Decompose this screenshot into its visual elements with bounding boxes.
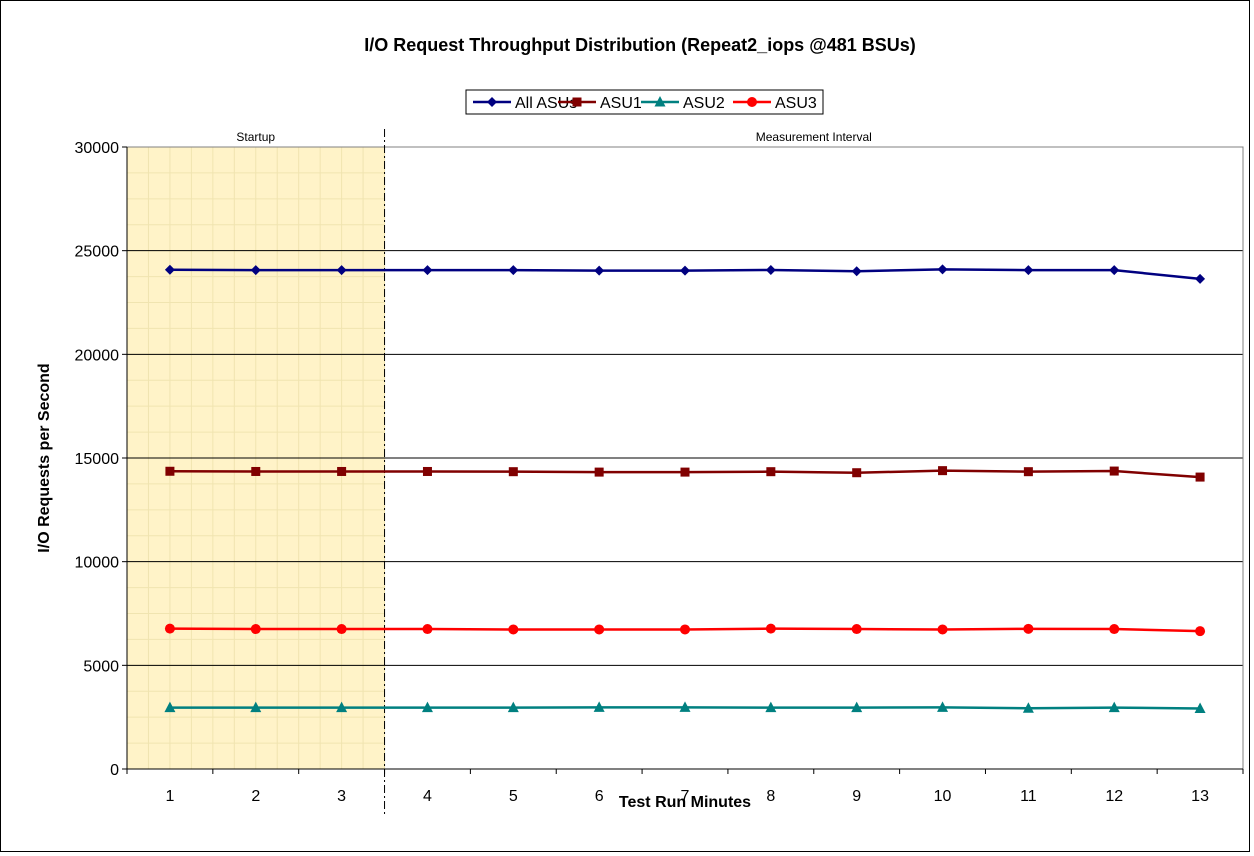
data-point: [251, 466, 261, 476]
data-point: [250, 701, 262, 713]
data-point: [594, 467, 604, 477]
y-tick-label: 20000: [75, 347, 120, 364]
x-tick-label: 4: [423, 788, 432, 805]
x-tick-label: 10: [934, 788, 952, 805]
y-tick-label: 30000: [75, 140, 120, 157]
data-point: [421, 701, 433, 713]
data-point: [937, 701, 949, 712]
data-point: [594, 265, 605, 276]
data-point: [765, 701, 777, 713]
x-tick-label: 7: [681, 788, 690, 805]
data-point: [422, 466, 432, 476]
legend-label: All ASUs: [515, 95, 577, 112]
data-point: [1108, 701, 1120, 713]
data-point: [250, 265, 261, 276]
data-point: [336, 265, 347, 276]
data-point: [508, 467, 518, 477]
data-point: [765, 264, 776, 275]
legend-marker: [487, 97, 497, 107]
data-point: [1023, 623, 1034, 634]
x-tick-label: 12: [1105, 788, 1123, 805]
x-tick-label: 5: [509, 788, 518, 805]
data-point: [164, 623, 175, 634]
y-tick-label: 5000: [83, 658, 119, 675]
data-point: [336, 701, 348, 713]
data-point: [164, 264, 175, 275]
x-tick-label: 6: [595, 788, 604, 805]
y-axis-title: I/O Requests per Second: [36, 363, 53, 552]
region-label: Startup: [236, 130, 275, 144]
data-point: [1109, 466, 1119, 476]
data-point: [1022, 702, 1034, 713]
data-point: [851, 701, 863, 713]
data-point: [1023, 265, 1034, 276]
x-tick-label: 2: [251, 788, 260, 805]
data-point: [507, 701, 519, 713]
data-point: [1195, 273, 1206, 284]
data-point: [1023, 467, 1033, 477]
data-point: [508, 265, 519, 276]
x-tick-label: 9: [852, 788, 861, 805]
data-point: [851, 266, 862, 277]
data-point: [508, 624, 519, 635]
data-point: [938, 466, 948, 476]
x-tick-label: 13: [1191, 788, 1209, 805]
y-tick-label: 10000: [75, 555, 120, 572]
legend-label: ASU2: [683, 95, 725, 112]
data-point: [165, 466, 175, 476]
data-point: [336, 624, 347, 635]
x-tick-label: 8: [766, 788, 775, 805]
x-axis-title: Test Run Minutes: [619, 794, 751, 811]
data-point: [680, 467, 690, 477]
y-tick-label: 15000: [75, 451, 120, 468]
legend-label: ASU3: [775, 95, 817, 112]
x-tick-label: 1: [165, 788, 174, 805]
data-point: [679, 701, 691, 712]
legend-marker: [747, 97, 757, 107]
legend-label: ASU1: [600, 95, 642, 112]
legend-marker: [572, 97, 582, 107]
data-point: [422, 624, 433, 635]
data-point: [852, 468, 862, 478]
x-tick-label: 11: [1020, 788, 1037, 805]
data-point: [1109, 265, 1120, 276]
data-point: [594, 624, 605, 635]
data-point: [1194, 702, 1206, 713]
region-label: Measurement Interval: [756, 130, 872, 144]
x-tick-label: 3: [337, 788, 346, 805]
data-point: [937, 624, 948, 635]
chart-title: I/O Request Throughput Distribution (Rep…: [364, 35, 916, 55]
data-point: [1195, 626, 1206, 637]
data-point: [937, 264, 948, 275]
data-point: [1109, 624, 1120, 635]
data-point: [250, 624, 261, 635]
data-point: [337, 466, 347, 476]
data-point: [766, 467, 776, 477]
data-point: [765, 623, 776, 634]
data-point: [680, 265, 690, 276]
data-point: [593, 701, 605, 712]
y-tick-label: 0: [110, 762, 119, 779]
data-point: [164, 701, 176, 713]
y-tick-label: 25000: [75, 244, 120, 261]
legend-marker: [654, 96, 666, 107]
data-point: [422, 265, 433, 276]
data-point: [680, 624, 690, 635]
data-point: [1195, 472, 1205, 482]
data-point: [851, 624, 862, 635]
